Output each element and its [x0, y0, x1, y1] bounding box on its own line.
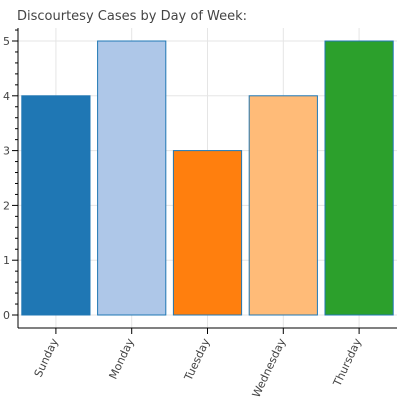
- bar-thursday: [324, 40, 394, 316]
- x-ticks: Sunday Monday Tuesday Wednesday Thursday: [32, 328, 364, 400]
- bar-tuesday: [172, 150, 243, 316]
- y-tick-label-2: 2: [3, 199, 10, 212]
- bar-monday: [97, 40, 167, 316]
- bars: [21, 40, 394, 316]
- bar-wednesday: [248, 95, 318, 316]
- x-tick-label-thursday: Thursday: [330, 336, 364, 389]
- x-tick-label-wednesday: Wednesday: [250, 336, 289, 400]
- y-ticks: 0 1 2 3 4 5: [3, 29, 18, 322]
- x-tick-label-tuesday: Tuesday: [181, 336, 212, 383]
- x-tick-label-sunday: Sunday: [32, 336, 61, 379]
- x-tick-label-monday: Monday: [107, 336, 137, 381]
- y-tick-label-0: 0: [3, 309, 10, 322]
- chart-title: Discourtesy Cases by Day of Week:: [17, 9, 247, 24]
- y-tick-label-3: 3: [3, 145, 10, 158]
- y-tick-label-4: 4: [3, 90, 10, 103]
- y-tick-label-5: 5: [3, 35, 10, 48]
- bar-sunday: [21, 95, 91, 316]
- y-tick-label-1: 1: [3, 254, 10, 267]
